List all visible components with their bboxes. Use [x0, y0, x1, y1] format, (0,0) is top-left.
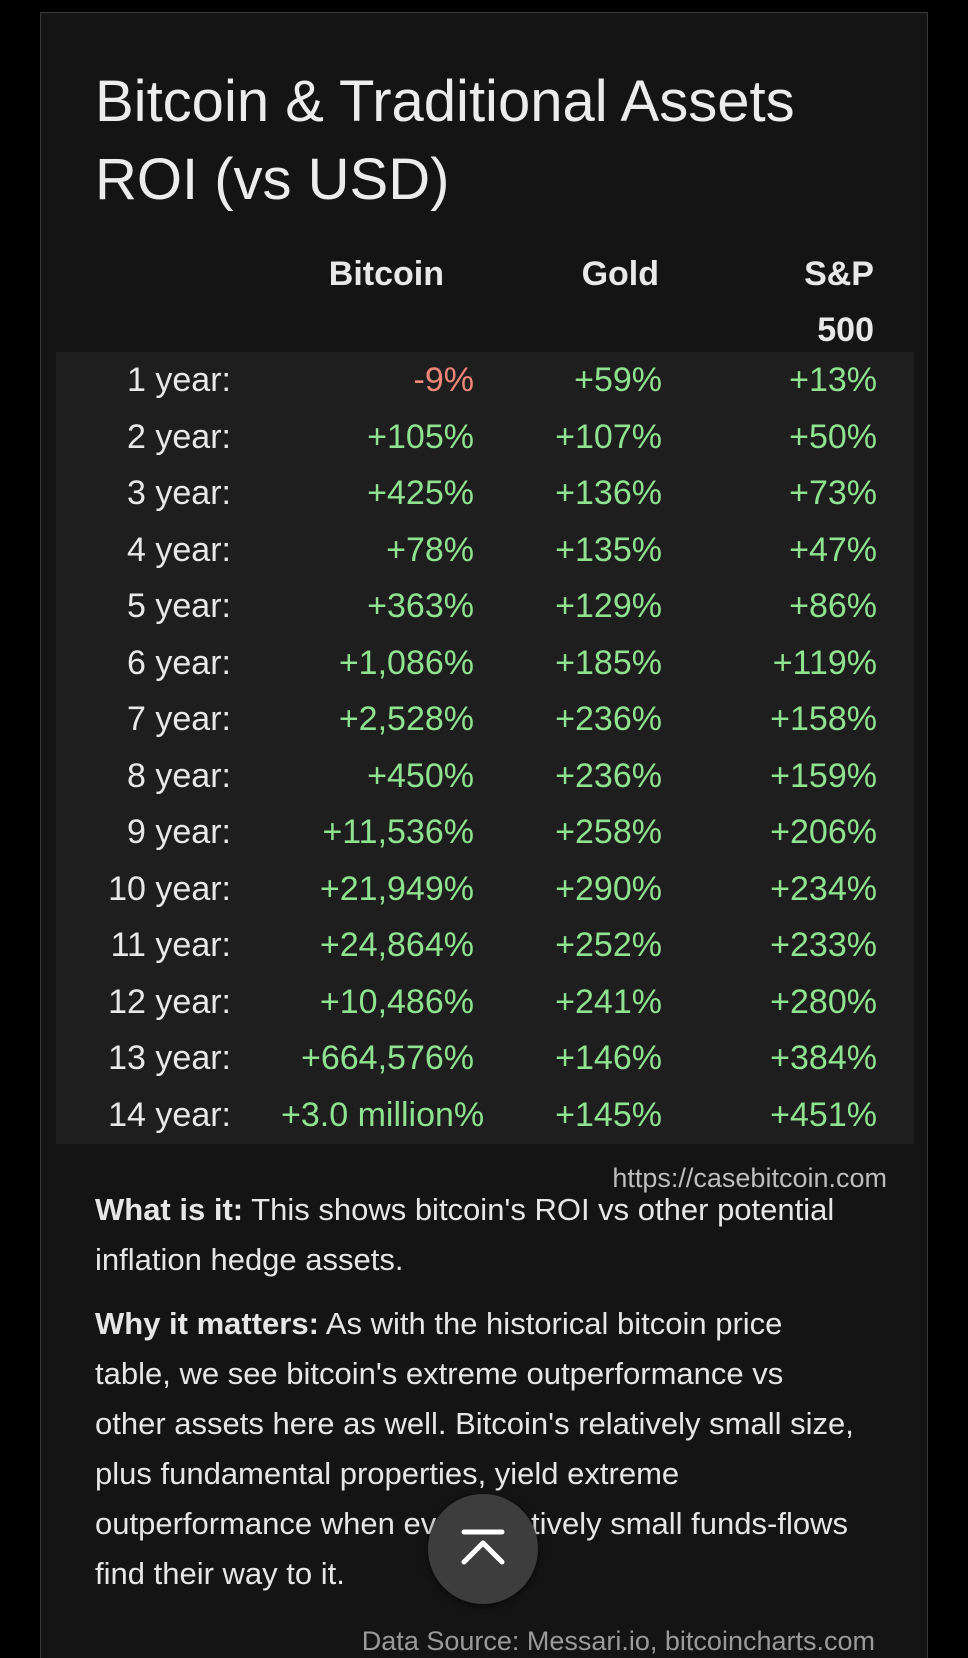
why-it-matters-text: As with the historical bitcoin price tab… [95, 1306, 854, 1591]
gold-roi-value: +185% [555, 643, 662, 682]
gold-roi-value: +146% [555, 1039, 662, 1077]
table-row: 10 year: +21,949% +290% +234% [56, 861, 914, 917]
title-line-1: Bitcoin & Traditional Assets [95, 69, 795, 134]
row-period-label: 10 year: [108, 869, 231, 908]
row-period-label: 12 year: [108, 982, 231, 1021]
bitcoin-roi-value: +363% [367, 587, 474, 625]
gold-roi-value: +258% [555, 813, 662, 851]
table-row: 9 year: +11,536% +258% +206% [56, 804, 914, 860]
chevron-up-bar-icon [461, 1529, 505, 1565]
table-row: 8 year: +450% +236% +159% [56, 748, 914, 804]
table-row: 1 year: -9% +59% +13% [56, 352, 914, 408]
row-period-label: 8 year: [127, 756, 231, 795]
why-it-matters-label: Why it matters: [95, 1306, 319, 1341]
bitcoin-roi-value: +78% [386, 530, 474, 569]
table-row: 13 year: +664,576% +146% +384% [56, 1030, 914, 1086]
sp500-roi-value: +280% [770, 982, 877, 1021]
sp500-roi-value: +73% [789, 474, 877, 512]
bitcoin-roi-value: +10,486% [319, 982, 474, 1021]
column-header-gold: Gold [581, 255, 659, 293]
sp500-roi-value: +233% [770, 926, 877, 964]
sp500-roi-value: +159% [770, 756, 877, 795]
table-row: 11 year: +24,864% +252% +233% [56, 917, 914, 973]
column-header-sp500-line2: 500 [817, 311, 874, 349]
gold-roi-value: +136% [555, 474, 662, 512]
row-period-label: 7 year: [127, 700, 231, 738]
row-period-label: 11 year: [110, 926, 231, 964]
bitcoin-roi-value: +425% [367, 474, 474, 512]
table-row: 12 year: +10,486% +241% +280% [56, 974, 914, 1030]
bitcoin-roi-value: +105% [367, 417, 474, 456]
gold-roi-value: +135% [555, 530, 662, 569]
row-period-label: 1 year: [127, 361, 231, 399]
bitcoin-roi-value: +2,528% [338, 700, 474, 738]
row-period-label: 3 year: [127, 474, 231, 512]
why-it-matters-paragraph: Why it matters: As with the historical b… [95, 1299, 855, 1599]
sp500-roi-value: +119% [772, 643, 877, 682]
sp500-roi-value: +384% [770, 1039, 877, 1077]
gold-roi-value: +236% [555, 756, 662, 795]
bitcoin-roi-value: +3.0 million% [281, 1095, 485, 1134]
what-is-it-text: This shows bitcoin's ROI vs other potent… [95, 1192, 835, 1277]
gold-roi-value: +145% [555, 1095, 662, 1134]
gold-roi-value: +252% [555, 926, 662, 964]
source-url-link[interactable]: https://casebitcoin.com [612, 1163, 887, 1193]
row-period-label: 6 year: [127, 643, 231, 682]
scroll-to-top-button[interactable] [428, 1494, 538, 1604]
sp500-roi-value: +86% [789, 587, 877, 625]
sp500-roi-value: +50% [789, 417, 877, 456]
sp500-roi-value: +13% [789, 361, 877, 399]
roi-table: 1 year: -9% +59% +13% 2 year: +105% +107% +50% 3… [56, 352, 914, 1144]
table-row: 4 year: +78% +135% +47% [56, 522, 914, 578]
column-header-sp500-line1: S&P [804, 255, 874, 293]
bitcoin-roi-value: +450% [367, 756, 474, 795]
what-is-it-paragraph: What is it: This shows bitcoin's ROI vs … [95, 1185, 855, 1285]
table-row: 2 year: +105% +107% +50% [56, 409, 914, 465]
gold-roi-value: +241% [555, 982, 662, 1021]
bitcoin-roi-value: +11,536% [322, 813, 474, 851]
sp500-roi-value: +234% [770, 869, 877, 908]
table-row: 3 year: +425% +136% +73% [56, 465, 914, 521]
bitcoin-roi-value: +1,086% [338, 643, 474, 682]
sp500-roi-value: +47% [789, 530, 877, 569]
table-row: 6 year: +1,086% +185% +119% [56, 635, 914, 691]
sp500-roi-value: +206% [770, 813, 877, 851]
row-period-label: 14 year: [108, 1095, 231, 1134]
table-row: 14 year: +3.0 million% +145% +451% [56, 1087, 914, 1143]
column-header-sp500: S&P 500 [754, 246, 874, 358]
data-source-caption: Data Source: Messari.io, bitcoincharts.c… [361, 1626, 875, 1656]
bitcoin-roi-value: +24,864% [319, 926, 474, 964]
sp500-roi-value: +158% [770, 700, 877, 738]
row-period-label: 9 year: [127, 813, 231, 851]
gold-roi-value: +107% [555, 417, 662, 456]
title-line-2: ROI (vs USD) [95, 147, 450, 212]
row-period-label: 5 year: [127, 587, 231, 625]
bitcoin-roi-value: +21,949% [319, 869, 474, 908]
bitcoin-roi-value: -9% [413, 361, 474, 399]
page-title: Bitcoin & Traditional Assets ROI (vs USD) [95, 63, 895, 219]
table-row: 5 year: +363% +129% +86% [56, 578, 914, 634]
gold-roi-value: +129% [555, 587, 662, 625]
roi-card: Bitcoin & Traditional Assets ROI (vs USD)… [40, 12, 928, 1658]
bitcoin-roi-value: +664,576% [301, 1039, 474, 1077]
sp500-roi-value: +451% [770, 1095, 877, 1134]
gold-roi-value: +290% [555, 869, 662, 908]
row-period-label: 2 year: [127, 417, 231, 456]
table-row: 7 year: +2,528% +236% +158% [56, 691, 914, 747]
row-period-label: 13 year: [108, 1039, 231, 1077]
gold-roi-value: +236% [555, 700, 662, 738]
column-header-bitcoin: Bitcoin [328, 255, 444, 293]
row-period-label: 4 year: [127, 530, 231, 569]
gold-roi-value: +59% [574, 361, 662, 399]
what-is-it-label: What is it: [95, 1192, 244, 1227]
